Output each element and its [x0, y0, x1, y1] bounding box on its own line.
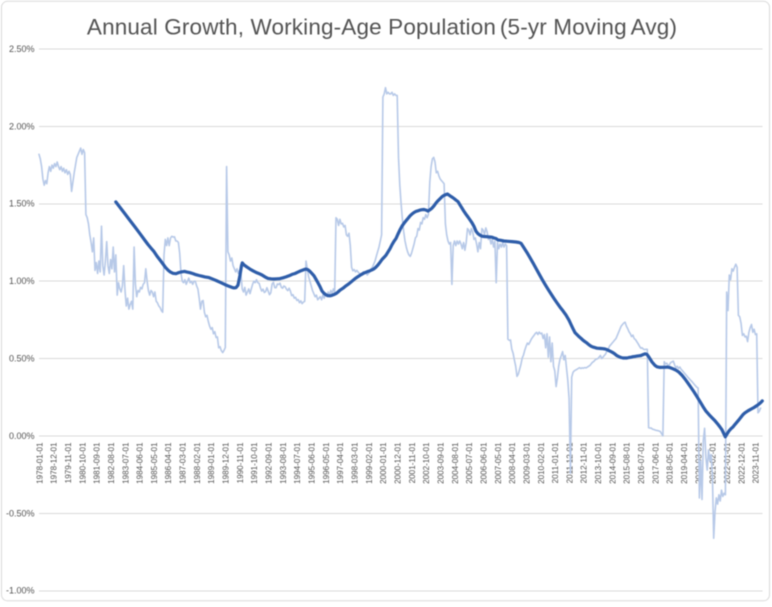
svg-text:2021-02-01: 2021-02-01	[709, 442, 718, 484]
svg-text:1996-05-01: 1996-05-01	[322, 442, 331, 484]
svg-text:2005-07-01: 2005-07-01	[465, 442, 474, 484]
svg-text:1999-02-01: 1999-02-01	[365, 442, 374, 484]
svg-text:2018-05-01: 2018-05-01	[666, 442, 675, 484]
svg-text:0.00%: 0.00%	[9, 431, 35, 441]
svg-text:2014-09-01: 2014-09-01	[608, 442, 617, 484]
svg-text:1988-02-01: 1988-02-01	[193, 442, 202, 484]
svg-text:2011-01-01: 2011-01-01	[551, 442, 560, 483]
svg-text:1985-05-01: 1985-05-01	[150, 442, 159, 484]
svg-text:1980-10-01: 1980-10-01	[78, 442, 87, 484]
svg-text:Annual Growth, Working-Age Pop: Annual Growth, Working-Age Population (5…	[87, 14, 677, 39]
svg-text:2006-06-01: 2006-06-01	[480, 442, 489, 484]
svg-text:2010-02-01: 2010-02-01	[537, 442, 546, 484]
svg-text:2019-04-01: 2019-04-01	[680, 442, 689, 484]
svg-text:2001-11-01: 2001-11-01	[408, 442, 417, 483]
svg-text:1994-07-01: 1994-07-01	[293, 442, 302, 484]
svg-text:2000-01-01: 2000-01-01	[379, 442, 388, 484]
svg-text:1.50%: 1.50%	[9, 199, 35, 209]
svg-text:1989-12-01: 1989-12-01	[222, 442, 231, 484]
svg-text:1981-09-01: 1981-09-01	[93, 442, 102, 484]
svg-text:-0.50%: -0.50%	[6, 508, 35, 518]
svg-text:2022-01-01: 2022-01-01	[723, 442, 732, 484]
svg-text:2017-06-01: 2017-06-01	[651, 442, 660, 484]
svg-text:1979-11-01: 1979-11-01	[64, 442, 73, 483]
svg-text:2008-04-01: 2008-04-01	[508, 442, 517, 484]
svg-text:1983-07-01: 1983-07-01	[121, 442, 130, 484]
svg-text:1987-03-01: 1987-03-01	[179, 442, 188, 484]
svg-text:1997-04-01: 1997-04-01	[336, 442, 345, 484]
svg-text:2003-09-01: 2003-09-01	[437, 442, 446, 484]
svg-text:2022-12-01: 2022-12-01	[737, 442, 746, 484]
svg-text:1982-08-01: 1982-08-01	[107, 442, 116, 484]
svg-text:2013-10-01: 2013-10-01	[594, 442, 603, 484]
svg-text:1978-01-01: 1978-01-01	[35, 442, 44, 484]
svg-text:2002-10-01: 2002-10-01	[422, 442, 431, 484]
svg-text:1984-06-01: 1984-06-01	[136, 442, 145, 484]
svg-text:2004-08-01: 2004-08-01	[451, 442, 460, 484]
svg-text:1978-12-01: 1978-12-01	[50, 442, 59, 484]
svg-text:2007-05-01: 2007-05-01	[494, 442, 503, 484]
svg-text:1986-04-01: 1986-04-01	[164, 442, 173, 484]
svg-text:2009-03-01: 2009-03-01	[522, 442, 531, 484]
svg-text:2015-08-01: 2015-08-01	[623, 442, 632, 484]
svg-text:2.00%: 2.00%	[9, 121, 35, 131]
svg-text:1995-06-01: 1995-06-01	[308, 442, 317, 484]
svg-text:1989-01-01: 1989-01-01	[207, 442, 216, 484]
svg-text:1993-08-01: 1993-08-01	[279, 442, 288, 484]
svg-text:2000-12-01: 2000-12-01	[394, 442, 403, 484]
svg-text:2016-07-01: 2016-07-01	[637, 442, 646, 484]
svg-text:2.50%: 2.50%	[9, 44, 35, 54]
svg-text:1.00%: 1.00%	[9, 276, 35, 286]
svg-text:0.50%: 0.50%	[9, 354, 35, 364]
svg-text:2012-11-01: 2012-11-01	[580, 442, 589, 483]
svg-text:1990-11-01: 1990-11-01	[236, 442, 245, 483]
svg-text:1998-03-01: 1998-03-01	[351, 442, 360, 484]
svg-text:1991-10-01: 1991-10-01	[250, 442, 259, 484]
svg-text:1992-09-01: 1992-09-01	[265, 442, 274, 484]
svg-text:-1.00%: -1.00%	[6, 586, 35, 596]
svg-text:2023-11-01: 2023-11-01	[752, 442, 761, 483]
